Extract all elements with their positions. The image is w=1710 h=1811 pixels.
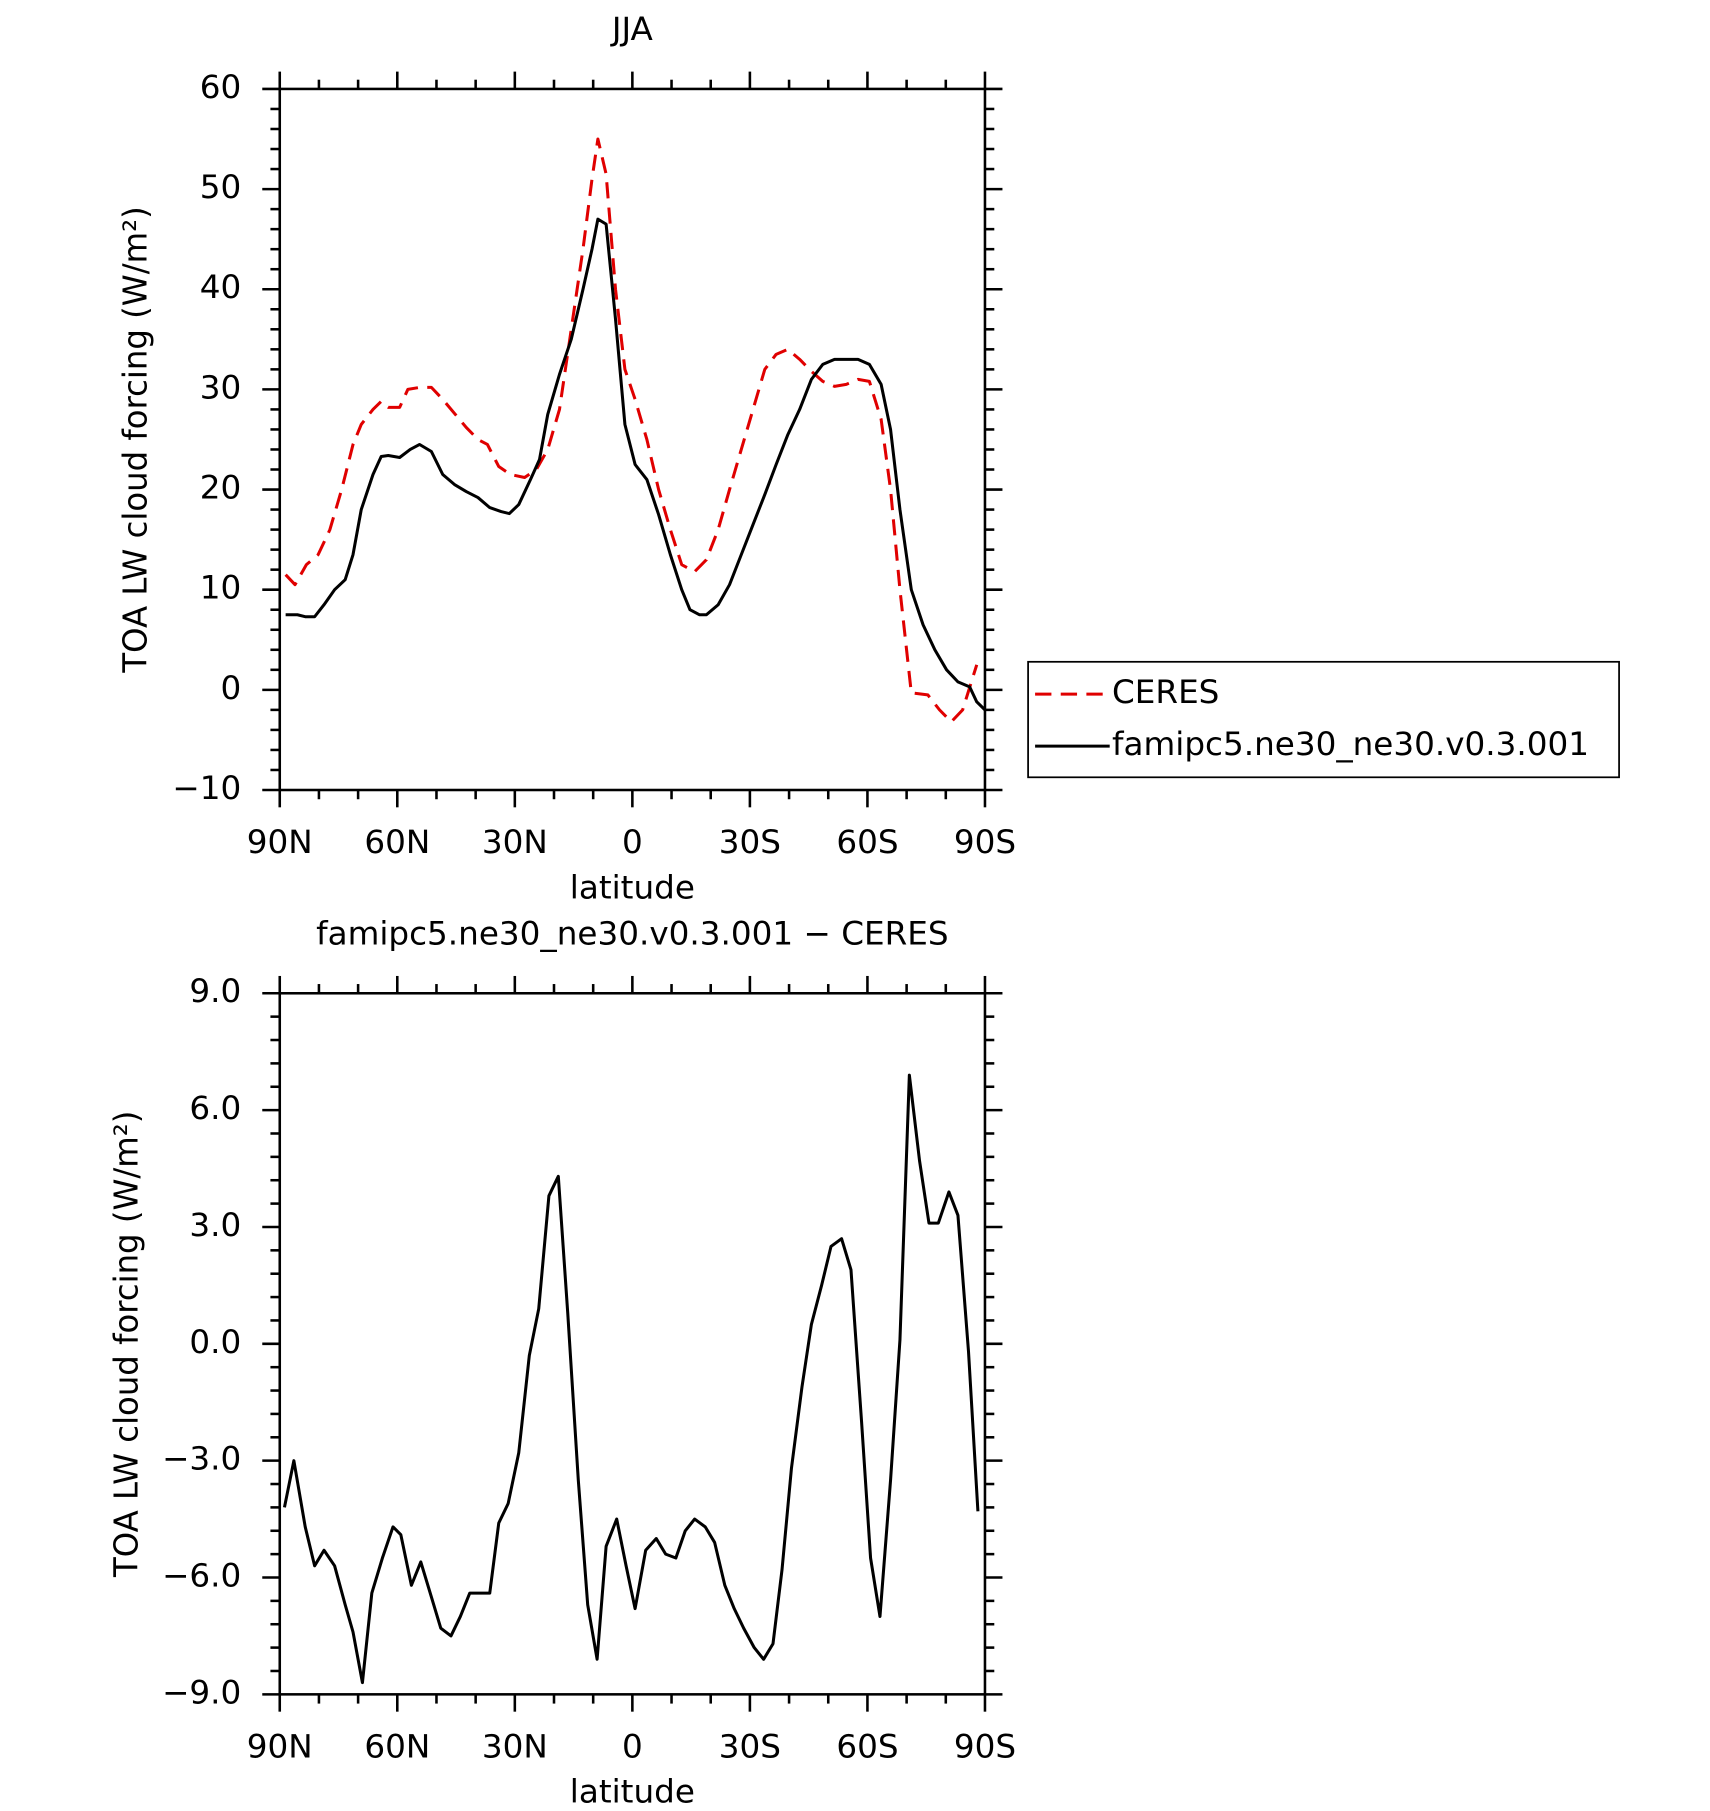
x-tick-label: 60S xyxy=(836,1728,898,1766)
y-tick-label: 50 xyxy=(200,168,242,206)
y-tick-label: −9.0 xyxy=(162,1673,241,1711)
y-tick-label: 9.0 xyxy=(189,972,241,1010)
y-tick-label: 0.0 xyxy=(189,1323,241,1361)
y-axis-label: TOA LW cloud forcing (W/m²) xyxy=(116,206,154,673)
y-tick-label: 0 xyxy=(221,669,242,707)
chart-title: JJA xyxy=(610,10,653,48)
x-tick-label: 30N xyxy=(482,1728,548,1766)
x-tick-label: 60S xyxy=(836,823,898,861)
x-tick-label: 60N xyxy=(364,1728,430,1766)
x-axis-label: latitude xyxy=(570,868,695,906)
y-tick-label: 30 xyxy=(200,368,242,406)
x-tick-label: 90S xyxy=(954,1728,1016,1766)
x-tick-label: 0 xyxy=(622,823,643,861)
legend-label: CERES xyxy=(1112,673,1219,711)
y-tick-label: −10 xyxy=(172,769,241,807)
x-tick-label: 90N xyxy=(247,1728,313,1766)
y-tick-label: 3.0 xyxy=(189,1206,241,1244)
x-tick-label: 0 xyxy=(622,1728,643,1766)
x-tick-label: 90N xyxy=(247,823,313,861)
y-tick-label: −6.0 xyxy=(162,1557,241,1595)
legend-box xyxy=(1027,660,1620,779)
legend-label: famipc5.ne30_ne30.v0.3.001 xyxy=(1112,725,1589,763)
x-tick-label: 30S xyxy=(719,1728,781,1766)
y-tick-label: 60 xyxy=(200,68,242,106)
y-tick-label: 40 xyxy=(200,268,242,306)
data-line xyxy=(282,1073,980,1685)
y-tick-label: 10 xyxy=(200,569,242,607)
y-tick-label: 20 xyxy=(200,469,242,507)
y-tick-label: 6.0 xyxy=(189,1089,241,1127)
x-axis-label: latitude xyxy=(570,1773,695,1811)
x-tick-label: 90S xyxy=(954,823,1016,861)
y-tick-label: −3.0 xyxy=(162,1440,241,1478)
x-tick-label: 30S xyxy=(719,823,781,861)
data-line xyxy=(284,137,979,724)
y-axis-label: TOA LW cloud forcing (W/m²) xyxy=(107,1111,145,1578)
data-line xyxy=(285,217,987,711)
x-tick-label: 60N xyxy=(364,823,430,861)
plot-frame xyxy=(278,87,987,792)
x-tick-label: 30N xyxy=(482,823,548,861)
chart-title: famipc5.ne30_ne30.v0.3.001 − CERES xyxy=(316,915,948,953)
